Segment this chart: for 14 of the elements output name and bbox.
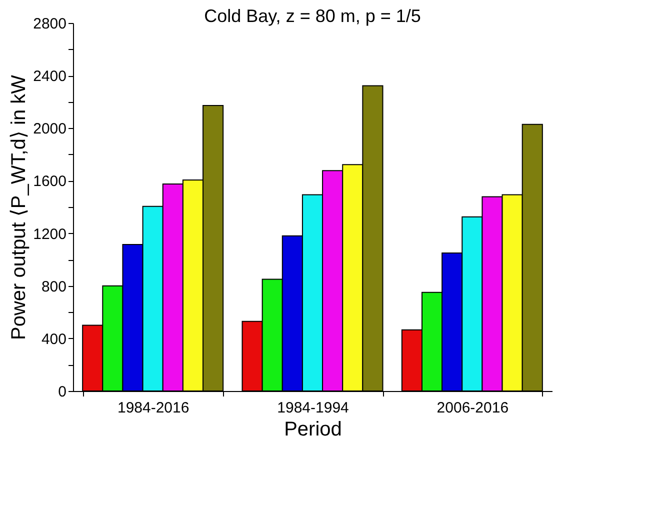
x-tick-label: 2006-2016	[436, 400, 509, 416]
y-tick-label: 0	[58, 384, 66, 400]
y-axis-title: Power output ⟨P_WT,d⟩ in kW	[8, 74, 30, 340]
y-tick-label: 800	[41, 278, 66, 296]
y-tick-label: 2400	[33, 68, 66, 86]
y-tick-label: 2800	[33, 16, 66, 32]
y-tick-label: 1600	[33, 173, 66, 190]
x-axis-title: Period	[284, 418, 342, 440]
x-tick-label: 1984-2016	[117, 400, 190, 416]
y-tick-label: 400	[41, 330, 66, 348]
y-tick-label: 1200	[33, 226, 66, 243]
chart-title: Cold Bay, z = 80 m, p = 1/5	[204, 6, 421, 26]
x-tick-label: 1984-1994	[277, 400, 349, 416]
y-tick-label: 2000	[33, 120, 66, 138]
